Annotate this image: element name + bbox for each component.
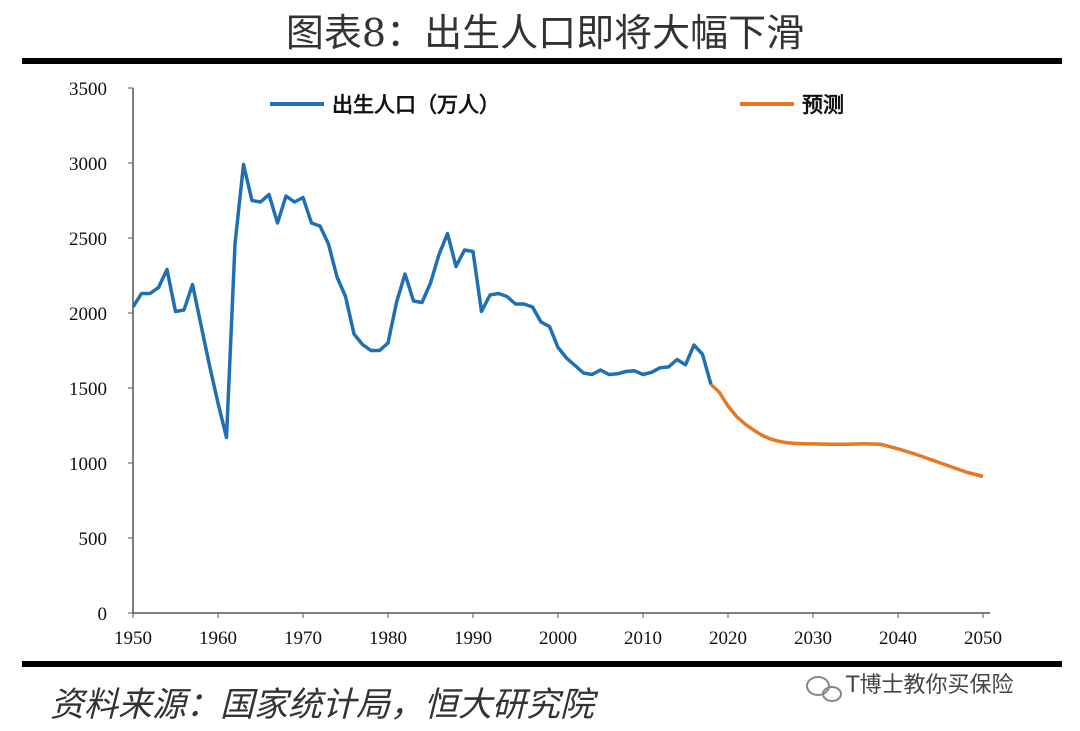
source: 资料来源：国家统计局，恒大研究院 [50, 685, 599, 725]
chart-title: 图表8：出生人口即将大幅下滑 [286, 11, 804, 55]
y-tick-label: 1500 [69, 379, 107, 400]
y-tick-label: 2500 [69, 229, 107, 250]
y-tick-label: 500 [79, 529, 108, 550]
y-tick-label: 0 [98, 604, 108, 625]
y-tick-label: 3500 [69, 79, 107, 100]
x-tick-label: 2000 [539, 628, 577, 649]
x-tick-label: 1960 [199, 628, 237, 649]
y-tick-label: 2000 [69, 304, 107, 325]
top-rule [22, 58, 1062, 64]
legend-label: 预测 [802, 93, 844, 117]
watermark-icon [806, 676, 842, 702]
watermark: T博士教你买保险 [845, 673, 1013, 698]
bottom-rule [22, 661, 1062, 667]
x-tick-label: 2030 [794, 628, 832, 649]
x-tick-label: 1990 [454, 628, 492, 649]
x-tick-label: 2050 [964, 628, 1002, 649]
x-tick-label: 1950 [114, 628, 152, 649]
series-line [709, 383, 984, 479]
x-tick-label: 2010 [624, 628, 662, 649]
x-tick-label: 1980 [369, 628, 407, 649]
x-tick-label: 1970 [284, 628, 322, 649]
y-tick-label: 3000 [69, 154, 107, 175]
legend-label: 出生人口（万人） [332, 93, 500, 117]
y-tick-label: 1000 [69, 454, 107, 475]
x-tick-label: 2040 [879, 628, 917, 649]
x-tick-label: 2020 [709, 628, 747, 649]
series-line [131, 162, 713, 440]
